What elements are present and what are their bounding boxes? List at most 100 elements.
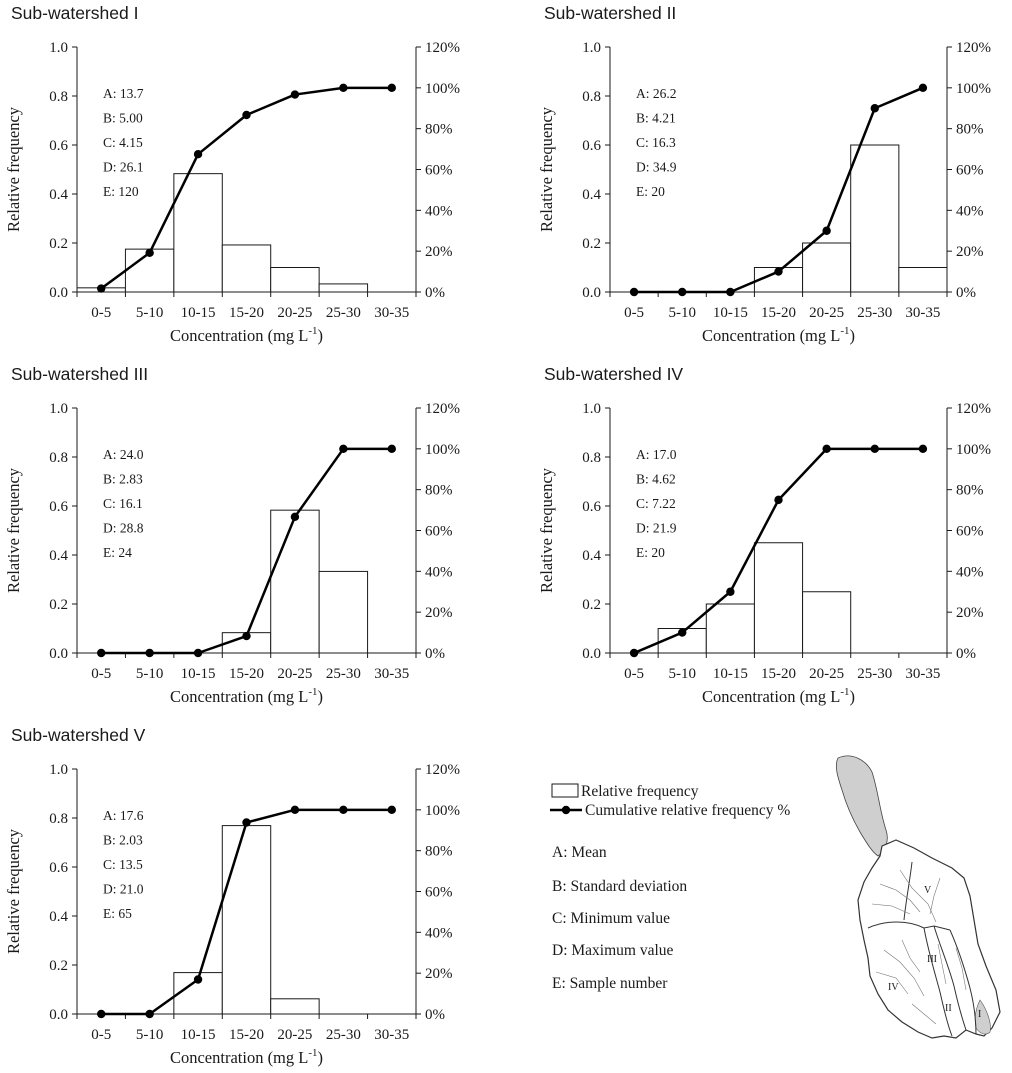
charts-group: Sub-watershed I 0.0 0.2 0.4 0.6 0.8 1.0 0% 20% 40… bbox=[4, 3, 991, 1067]
y-tick-label: 0.2 bbox=[49, 958, 68, 974]
cumulative-point bbox=[145, 1009, 154, 1019]
y2-tick-label: 60% bbox=[425, 163, 453, 179]
y-tick-label: 0.8 bbox=[49, 89, 68, 105]
chart-title: Sub-watershed III bbox=[11, 364, 148, 384]
cumulative-point bbox=[97, 1009, 106, 1019]
map-lake bbox=[835, 755, 888, 857]
chart-title: Sub-watershed V bbox=[11, 725, 146, 745]
cumulative-point bbox=[339, 805, 348, 815]
x-tick-label: 20-25 bbox=[809, 305, 844, 321]
legend-line-label: Cumulative relative frequency % bbox=[585, 802, 790, 819]
x-tick-label: 0-5 bbox=[91, 1027, 111, 1043]
bar bbox=[753, 542, 804, 654]
y2-tick-label: 40% bbox=[956, 564, 984, 580]
stat-text: B: 5.00 bbox=[103, 111, 143, 126]
y-tick-label: 1.0 bbox=[49, 401, 68, 417]
y2-tick-label: 60% bbox=[956, 163, 984, 179]
cumulative-point bbox=[726, 587, 735, 596]
x-tick-label: 30-35 bbox=[905, 305, 940, 321]
bar bbox=[270, 509, 320, 654]
watershed-map: V III IV II I bbox=[835, 755, 1001, 1039]
cumulative-point bbox=[918, 444, 928, 454]
stat-text: A: 13.7 bbox=[103, 86, 144, 101]
chart-panel-1: Sub-watershed I 0.0 0.2 0.4 0.6 0.8 1.0 0% 20% 40… bbox=[4, 3, 460, 345]
cumulative-point bbox=[726, 287, 735, 297]
bar bbox=[318, 570, 369, 654]
legend-stat-key-a: A: Mean bbox=[552, 844, 607, 861]
y2-tick-label: 80% bbox=[425, 844, 453, 860]
cumulative-point bbox=[145, 648, 154, 658]
y-tick-label: 0.8 bbox=[582, 89, 601, 105]
y2-tick-label: 20% bbox=[425, 605, 453, 621]
stat-text: B: 4.62 bbox=[636, 472, 676, 487]
x-tick-label: 0-5 bbox=[91, 305, 111, 321]
y-tick-label: 0.8 bbox=[582, 450, 601, 466]
cumulative-point bbox=[97, 284, 106, 293]
x-tick-label: 10-15 bbox=[181, 1027, 216, 1043]
y2-tick-label: 100% bbox=[425, 442, 460, 458]
stat-text: A: 17.6 bbox=[103, 808, 144, 823]
x-axis-title-close: ) bbox=[318, 687, 324, 706]
cumulative-point bbox=[678, 287, 687, 297]
x-axis-title-close: ) bbox=[318, 326, 324, 345]
x-axis-title-close: ) bbox=[850, 687, 856, 706]
chart-title: Sub-watershed II bbox=[544, 3, 676, 23]
cumulative-point bbox=[193, 149, 203, 159]
x-tick-label: 20-25 bbox=[277, 1027, 312, 1043]
x-tick-label: 20-25 bbox=[809, 666, 844, 682]
cumulative-point bbox=[629, 287, 639, 297]
stat-text: D: 21.0 bbox=[103, 882, 144, 897]
x-tick-label: 5-10 bbox=[668, 666, 696, 682]
cumulative-point bbox=[290, 90, 300, 99]
y-tick-label: 0.4 bbox=[582, 187, 601, 203]
stat-text: E: 120 bbox=[103, 184, 139, 199]
y-tick-label: 0.0 bbox=[49, 285, 68, 301]
y-tick-label: 0.0 bbox=[582, 285, 601, 301]
x-tick-label: 5-10 bbox=[136, 1027, 164, 1043]
cumulative-point bbox=[870, 444, 879, 454]
y2-tick-label: 120% bbox=[425, 40, 460, 56]
stat-text: B: 4.21 bbox=[636, 111, 676, 126]
chart-panel-5: Sub-watershed V 0.0 0.2 0.4 0.6 0.8 1.0 0% 20% 40… bbox=[4, 725, 460, 1067]
y2-tick-label: 80% bbox=[425, 122, 453, 138]
y2-tick-label: 80% bbox=[956, 122, 984, 138]
cumulative-point bbox=[242, 631, 251, 641]
bar bbox=[173, 173, 223, 293]
legend-stat-key-d: D: Maximum value bbox=[552, 942, 674, 959]
cumulative-point bbox=[774, 267, 783, 276]
x-axis-title: Concentration (mg L-1) bbox=[702, 325, 855, 345]
cumulative-point bbox=[242, 818, 251, 827]
cumulative-point bbox=[242, 110, 251, 120]
bar bbox=[898, 267, 948, 293]
bar bbox=[221, 825, 272, 1015]
x-axis-title-main: Concentration (mg L bbox=[170, 326, 308, 345]
legend-stat-key-b: B: Standard deviation bbox=[552, 878, 687, 895]
x-tick-label: 15-20 bbox=[761, 305, 796, 321]
y2-tick-label: 0% bbox=[425, 646, 445, 662]
y2-tick-label: 40% bbox=[425, 203, 453, 219]
legend-stat-key-e: E: Sample number bbox=[552, 975, 668, 992]
cumulative-point bbox=[290, 805, 300, 815]
x-tick-label: 15-20 bbox=[229, 666, 264, 682]
cumulative-point bbox=[387, 805, 396, 815]
y2-tick-label: 120% bbox=[956, 40, 991, 56]
stat-text: D: 34.9 bbox=[636, 160, 677, 175]
y2-tick-label: 20% bbox=[956, 244, 984, 260]
y-tick-label: 0.2 bbox=[582, 597, 601, 613]
y2-tick-label: 0% bbox=[425, 1007, 445, 1023]
x-axis-title-superscript: -1 bbox=[308, 325, 317, 337]
stat-text: C: 16.1 bbox=[103, 496, 143, 511]
x-tick-label: 10-15 bbox=[713, 666, 748, 682]
cumulative-point bbox=[870, 104, 879, 113]
x-tick-label: 25-30 bbox=[857, 305, 892, 321]
y-tick-label: 0.8 bbox=[49, 450, 68, 466]
bar bbox=[850, 144, 900, 293]
x-tick-label: 30-35 bbox=[374, 1027, 409, 1043]
stat-text: D: 21.9 bbox=[636, 521, 677, 536]
legend-bar-label: Relative frequency bbox=[581, 783, 699, 800]
x-axis-title-close: ) bbox=[850, 326, 856, 345]
stat-text: C: 7.22 bbox=[636, 496, 676, 511]
legend-stat-key-c: C: Minimum value bbox=[552, 910, 670, 927]
stat-text: A: 24.0 bbox=[103, 447, 144, 462]
y-tick-label: 0.0 bbox=[582, 646, 601, 662]
